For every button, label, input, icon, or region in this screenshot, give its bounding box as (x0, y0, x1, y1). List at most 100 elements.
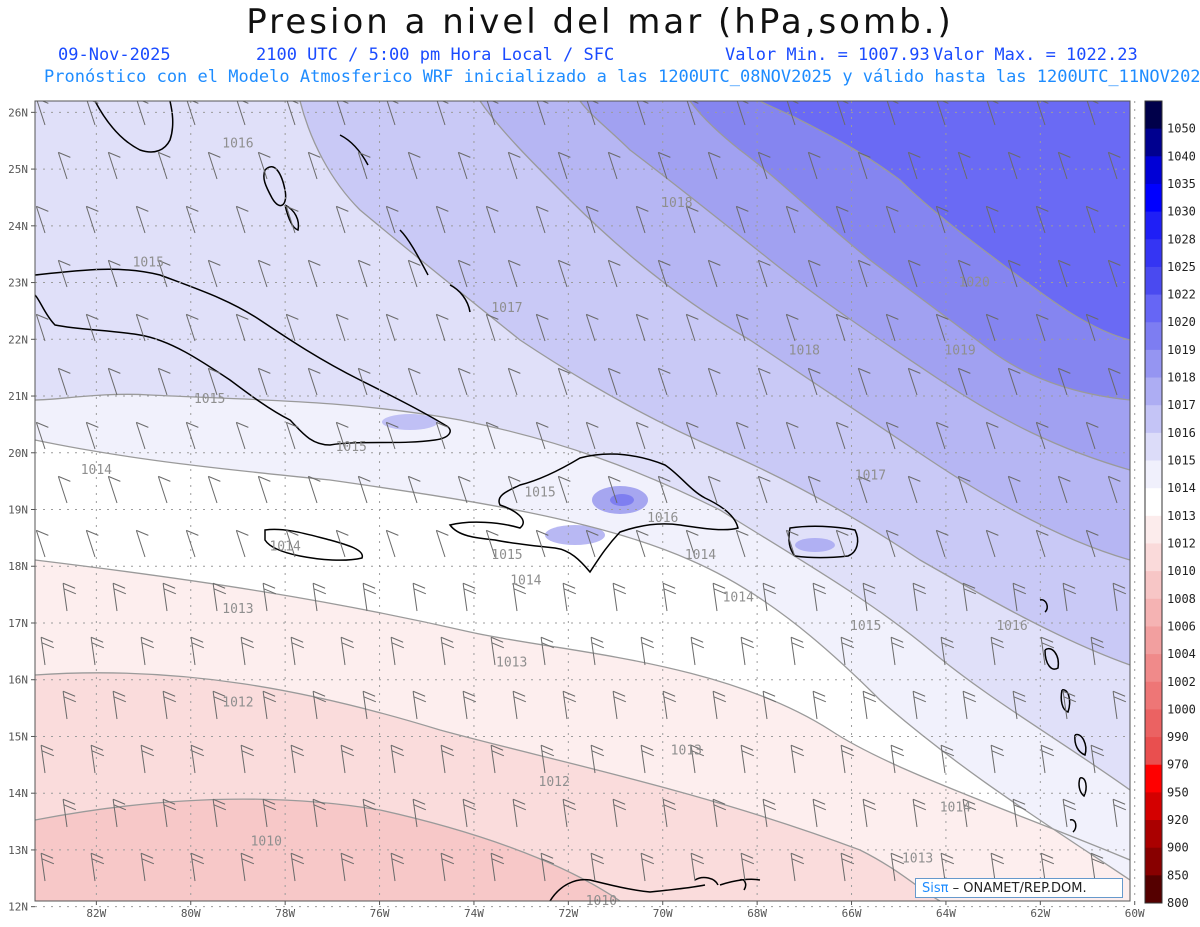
colorbar-label: 1002 (1167, 675, 1196, 689)
isobar-label: 1015 (524, 485, 555, 500)
band-1020 (760, 101, 1130, 340)
wind-barb (690, 744, 705, 774)
colorbar-swatch (1145, 405, 1162, 434)
wind-barb (307, 367, 321, 396)
wind-barb (540, 852, 555, 882)
isobar-label: 1014 (940, 800, 971, 815)
wind-barb (285, 205, 299, 234)
wind-barb (1090, 636, 1105, 666)
wind-barb (212, 690, 227, 720)
plot-frame (34, 100, 1131, 902)
wind-barb (985, 529, 999, 558)
wind-barb (562, 690, 577, 720)
wind-barb (412, 798, 427, 828)
wind-barb (636, 101, 649, 126)
sispi-logo: Sisπ (922, 881, 949, 896)
wind-barb (935, 205, 949, 234)
colorbar-label: 1028 (1167, 232, 1196, 246)
wind-barb (585, 313, 599, 342)
wind-barb (712, 690, 727, 720)
isobar-label: 1010 (251, 834, 282, 849)
wind-barb (635, 529, 649, 558)
longitude-labels: 82W 80W 78W 76W 74W 72W 70W 68W 66W 64W 62W 60W (86, 901, 1145, 920)
forecast-description: Pronóstico con el Modelo Atmosferico WRF… (44, 67, 1200, 87)
wind-barb (740, 852, 755, 882)
lon-label: 76W (370, 907, 390, 920)
isobar-labels: 1016 1018 1020 1015 1017 1018 1019 1015 1015 1014… (81, 137, 1028, 909)
wind-barb (335, 421, 349, 450)
lat-label: 26N (8, 106, 28, 119)
wind-barb (235, 205, 249, 234)
wind-barb (862, 582, 877, 612)
wind-barb (757, 151, 771, 180)
wind-barb (435, 313, 449, 342)
colorbar-swatch (1145, 847, 1162, 876)
wind-barb (36, 101, 49, 126)
colorbar-label: 1040 (1167, 149, 1196, 163)
wind-barb (40, 636, 55, 666)
wind-barb (685, 529, 699, 558)
colorbar: 1050 1040 1035 1030 1028 1025 1022 1020 1019 1018… (1144, 100, 1196, 910)
wind-barb (190, 744, 205, 774)
wind-barb (635, 313, 649, 342)
wind-barb (862, 690, 877, 720)
colorbar-label: 1006 (1167, 619, 1196, 633)
wind-barb (386, 101, 399, 126)
wind-barb (912, 582, 927, 612)
wind-barb (785, 313, 799, 342)
wind-barb (557, 367, 571, 396)
wind-barb (885, 421, 899, 450)
wind-barb (1090, 744, 1105, 774)
wind-barb (412, 690, 427, 720)
wind-barb (957, 475, 971, 504)
isobar-label: 1015 (850, 619, 881, 634)
wind-barb (590, 852, 605, 882)
value-min: Valor Min. = 1007.93 (725, 45, 930, 65)
wind-barb (507, 151, 521, 180)
lon-label: 68W (747, 907, 767, 920)
wind-barb (962, 798, 977, 828)
wind-barb (912, 690, 927, 720)
wind-barb (85, 205, 99, 234)
wind-barb (885, 313, 899, 342)
wind-barb (1112, 690, 1127, 720)
wind-barb (1035, 313, 1049, 342)
colorbar-swatch (1145, 128, 1162, 157)
wind-barb (707, 367, 721, 396)
wind-barb (507, 475, 521, 504)
wind-barb (607, 151, 621, 180)
wind-barb (235, 313, 249, 342)
wind-barb (685, 205, 699, 234)
wind-barb (1007, 367, 1021, 396)
wind-barb (186, 101, 199, 126)
wind-barb (990, 744, 1005, 774)
wind-barb (40, 744, 55, 774)
wind-barb (485, 421, 499, 450)
wind-barb (890, 852, 905, 882)
wind-barb (635, 421, 649, 450)
isobar-label: 1014 (685, 548, 716, 563)
wind-barb (940, 852, 955, 882)
lat-label: 13N (8, 844, 28, 857)
lon-label: 64W (936, 907, 956, 920)
colorbar-swatch (1145, 377, 1162, 406)
lon-label: 60W (1125, 907, 1145, 920)
wind-barb (390, 744, 405, 774)
wind-barb (307, 259, 321, 288)
wind-barb (540, 744, 555, 774)
isobar-label: 1014 (510, 573, 541, 588)
wind-barb (562, 798, 577, 828)
wind-barb (1107, 367, 1121, 396)
colorbar-swatch (1145, 875, 1162, 904)
wind-barb (362, 690, 377, 720)
wind-barb (336, 101, 349, 126)
wind-barb (1107, 151, 1121, 180)
colorbar-swatch (1145, 515, 1162, 544)
wind-barb (362, 582, 377, 612)
wind-barb (290, 636, 305, 666)
wind-barb (640, 636, 655, 666)
wind-barb (407, 151, 421, 180)
wind-barb (412, 582, 427, 612)
wind-barb (157, 475, 171, 504)
wind-barb (462, 798, 477, 828)
